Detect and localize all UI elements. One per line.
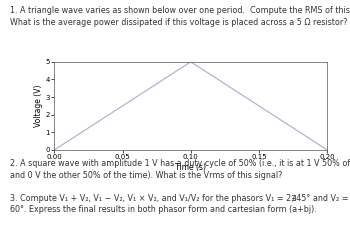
Text: 1. A triangle wave varies as shown below over one period.  Compute the RMS of th: 1. A triangle wave varies as shown below… — [10, 6, 350, 27]
Text: 3. Compute V₁ + V₂, V₁ − V₂, V₁ × V₂, and V₁/V₂ for the phasors V₁ = 2∄45° and V: 3. Compute V₁ + V₂, V₁ − V₂, V₁ × V₂, an… — [10, 194, 350, 214]
Y-axis label: Voltage (V): Voltage (V) — [34, 85, 43, 127]
X-axis label: Time (s): Time (s) — [175, 163, 206, 172]
Text: 2. A square wave with amplitude 1 V has a duty cycle of 50% (i.e., it is at 1 V : 2. A square wave with amplitude 1 V has … — [10, 159, 350, 180]
